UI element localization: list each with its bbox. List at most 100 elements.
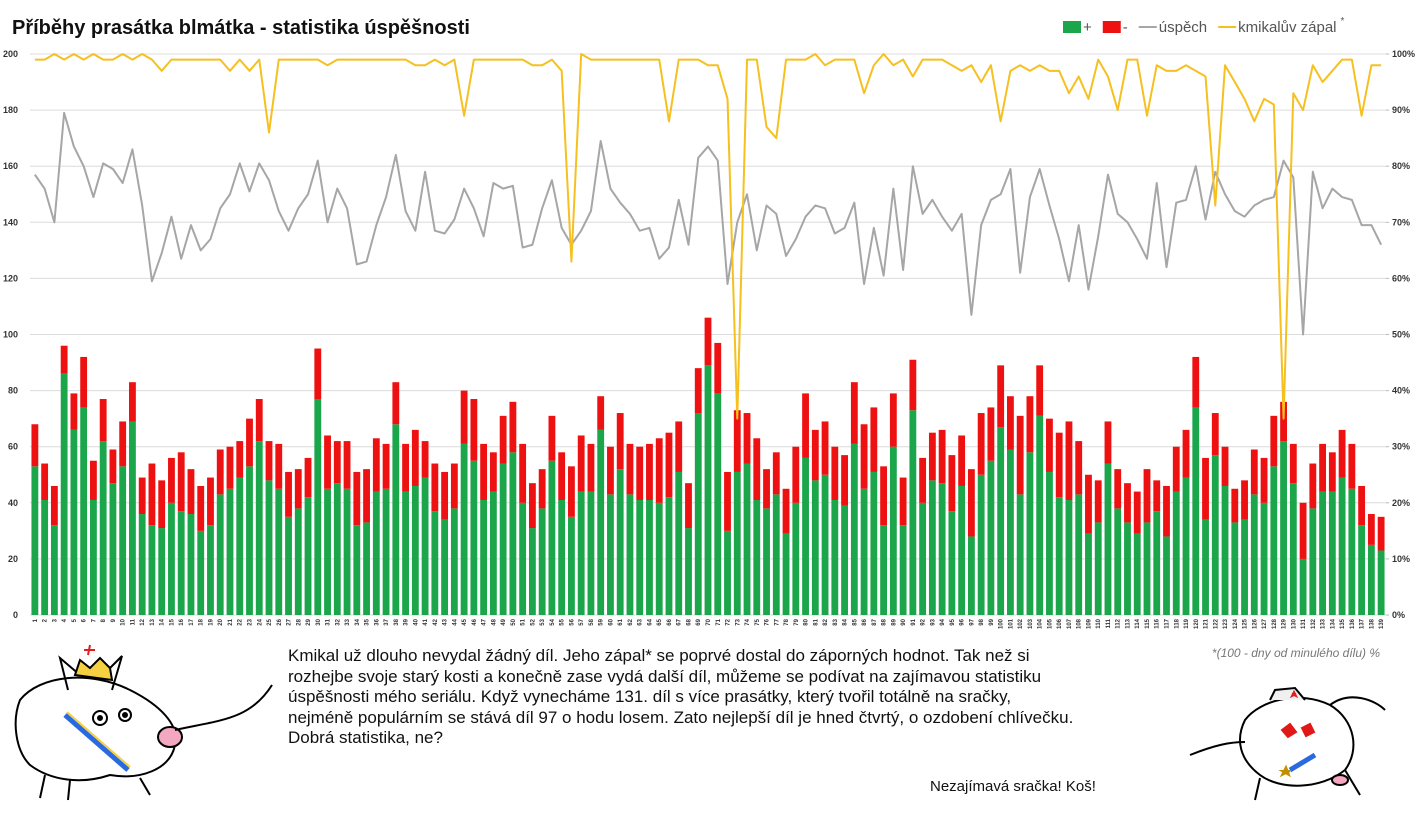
bar-segment <box>285 516 292 615</box>
bar-segment <box>1094 522 1102 615</box>
bar-segment <box>811 429 819 481</box>
footnote: *(100 - dny od minulého dílu) % <box>1212 646 1380 660</box>
bar-segment <box>324 488 331 615</box>
x-tick-label: 132 <box>1311 618 1317 629</box>
x-tick-label: 124 <box>1233 618 1239 629</box>
bar-segment <box>207 525 214 615</box>
bar-segment <box>392 424 400 615</box>
x-tick-label: 105 <box>1047 618 1053 629</box>
bar-segment <box>626 494 634 615</box>
x-tick-label: 79 <box>794 618 800 625</box>
bar-segment <box>733 410 741 472</box>
bar-segment <box>870 471 878 615</box>
x-tick-label: 114 <box>1135 618 1141 628</box>
bar-segment <box>1172 491 1180 615</box>
bar-segment <box>763 508 770 615</box>
bar-segment <box>294 508 302 615</box>
x-tick-label: 54 <box>550 618 556 625</box>
x-tick-label: 45 <box>462 618 468 625</box>
bar-segment <box>646 443 653 500</box>
bar-segment <box>489 452 497 492</box>
bar-segment <box>119 466 127 615</box>
x-tick-label: 90 <box>901 618 907 625</box>
bar-segment <box>1143 469 1151 523</box>
x-tick-label: 72 <box>726 618 732 625</box>
bar-segment <box>460 443 468 615</box>
bar-segment <box>860 424 868 489</box>
x-tick-label: 35 <box>365 618 371 625</box>
bar-segment <box>226 446 234 489</box>
bar-segment <box>1289 483 1297 615</box>
bar-segment <box>441 519 449 615</box>
x-tick-label: 93 <box>930 618 936 625</box>
bar-segment <box>1250 449 1258 495</box>
y-tick-label: 160 <box>3 161 18 171</box>
bar-segment <box>1309 463 1317 509</box>
bar-segment <box>343 441 351 489</box>
bar-segment <box>1046 418 1053 472</box>
bar-segment <box>548 415 556 461</box>
bar-segment <box>1065 499 1073 615</box>
x-tick-label: 87 <box>872 618 878 625</box>
bar-segment <box>1055 432 1063 498</box>
bar-segment <box>207 477 214 526</box>
bar-segment <box>1085 474 1092 534</box>
bar-segment <box>1270 415 1278 467</box>
bar-segment <box>792 446 800 503</box>
bar-segment <box>743 463 751 615</box>
bar-segment <box>372 438 380 492</box>
x-tick-label: 70 <box>706 618 712 625</box>
bar-segment <box>802 393 809 458</box>
x-tick-label: 125 <box>1243 618 1249 629</box>
bar-segment <box>1026 396 1034 453</box>
bar-segment <box>187 469 195 515</box>
x-tick-label: 68 <box>686 618 692 625</box>
bar-segment <box>948 511 956 615</box>
bar-segment <box>216 449 224 495</box>
x-tick-label: 138 <box>1369 618 1375 629</box>
bar-segment <box>1114 469 1122 509</box>
bar-segment <box>1211 455 1219 615</box>
bar-segment <box>99 399 107 442</box>
x-tick-label: 97 <box>969 618 975 625</box>
bar-segment <box>870 407 878 472</box>
x-tick-label: 111 <box>1106 618 1112 628</box>
bar-segment <box>148 525 156 615</box>
x-tick-label: 60 <box>608 618 614 625</box>
bar-segment <box>1280 401 1287 442</box>
bar-segment <box>607 494 614 615</box>
x-tick-label: 61 <box>618 618 624 625</box>
bar-segment <box>353 525 361 615</box>
x-tick-label: 127 <box>1262 618 1268 629</box>
bar-segment <box>1016 415 1024 495</box>
x-tick-label: 120 <box>1194 618 1200 629</box>
bar-segment <box>1221 485 1229 615</box>
x-tick-label: 107 <box>1067 618 1073 629</box>
x-tick-label: 28 <box>296 618 302 625</box>
x-tick-label: 88 <box>882 618 888 625</box>
bar-segment <box>977 474 985 615</box>
line-series <box>34 53 1382 420</box>
x-tick-label: 23 <box>247 618 253 625</box>
x-tick-label: 30 <box>316 618 322 625</box>
bar-segment <box>304 457 312 498</box>
bar-segment <box>509 452 517 615</box>
description: Kmikal už dlouho nevydal žádný díl. Jeho… <box>288 646 1168 749</box>
bar-segment <box>782 488 790 534</box>
bar-segment <box>1319 443 1327 492</box>
bar-segment <box>616 413 624 470</box>
y2-tick-label: 30% <box>1392 442 1410 452</box>
bar-segment <box>889 393 897 447</box>
bar-segment <box>1163 536 1170 615</box>
x-tick-label: 7 <box>91 618 97 622</box>
x-tick-label: 108 <box>1077 618 1083 629</box>
bar-segment <box>538 469 546 509</box>
bar-segment <box>948 455 956 512</box>
x-tick-label: 59 <box>599 618 605 625</box>
chart-title: Příběhy prasátka blmátka - statistika ús… <box>12 17 470 39</box>
x-tick-label: 91 <box>911 618 917 625</box>
legend-swatch <box>1102 21 1121 33</box>
bar-segment <box>997 365 1005 428</box>
bar-segment <box>353 471 361 526</box>
